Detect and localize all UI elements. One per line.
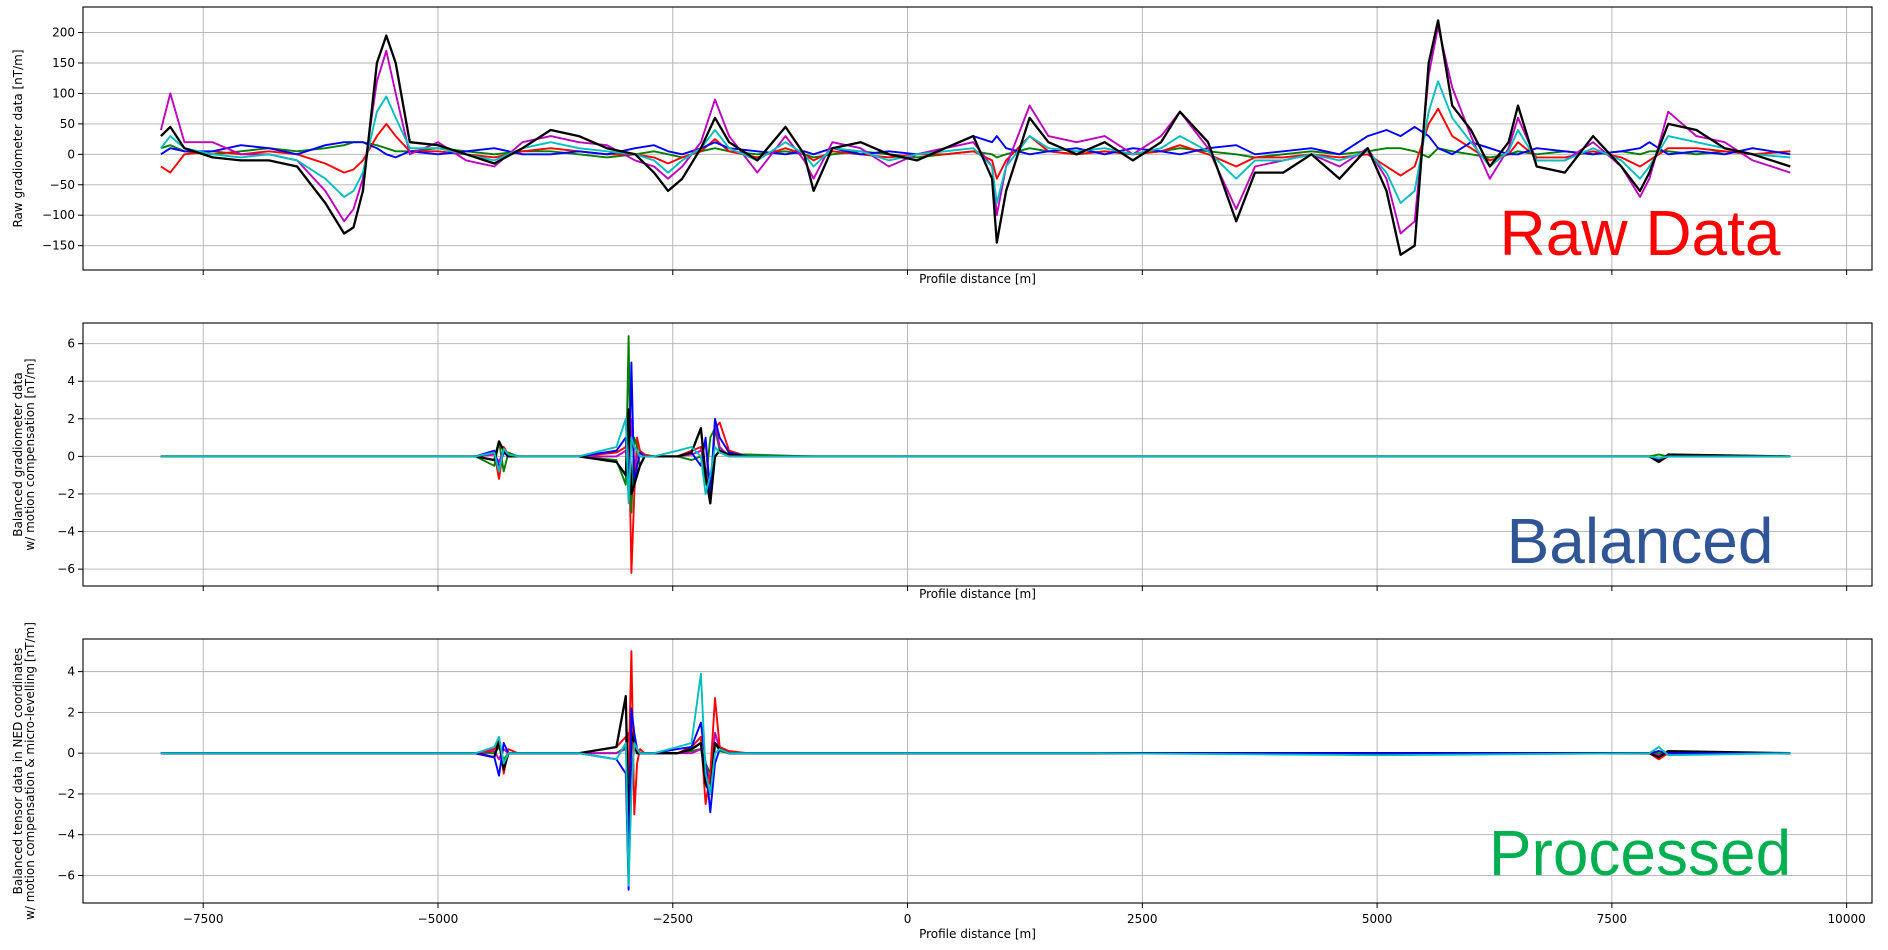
- x-tick-label: 0: [904, 912, 912, 926]
- series-line: [160, 19, 1791, 256]
- series-line: [160, 335, 1791, 514]
- y-tick-label: −4: [57, 828, 75, 842]
- series-line: [160, 731, 1791, 785]
- x-tick-label: −7500: [183, 912, 224, 926]
- panel: −150 −100 −50 0 50 100 150 200 Profile distance …: [11, 6, 1873, 286]
- annotation: Processed: [1489, 817, 1791, 889]
- series-line: [160, 361, 1791, 495]
- y-tick-label: 0: [67, 147, 75, 161]
- series-line: [159, 25, 1791, 235]
- y-axis-label: Balanced tensor data in NED coordinates: [11, 648, 25, 895]
- x-tick-label: 5000: [1362, 912, 1393, 926]
- y-tick-label: 4: [67, 665, 75, 679]
- x-tick-label: 2500: [1127, 912, 1158, 926]
- series-line: [160, 417, 1791, 505]
- series-line: [160, 650, 1791, 816]
- y-tick-label: −6: [57, 562, 75, 576]
- series-group: [160, 650, 1791, 891]
- y-tick-label: −50: [50, 178, 75, 192]
- y-tick-label: 150: [52, 56, 75, 70]
- panel: −6 −4 −2 0 2 4 6 Profile distance [m] Balanced g…: [11, 322, 1873, 601]
- y-axis-label: Raw gradiometer data [nT/m]: [11, 49, 25, 227]
- annotation: Balanced: [1507, 505, 1774, 577]
- y-tick-label: −2: [57, 787, 75, 801]
- axes-frame: [82, 6, 1873, 271]
- series-group: [160, 335, 1791, 574]
- annotation: Raw Data: [1500, 197, 1781, 269]
- series-line: [160, 80, 1791, 204]
- y-tick-label: −100: [42, 208, 75, 222]
- y-tick-label: 4: [67, 374, 75, 388]
- y-axis-label: Balanced gradiometer data: [11, 372, 25, 536]
- y-tick-label: 6: [67, 337, 75, 351]
- y-tick-label: 0: [67, 746, 75, 760]
- x-axis-label: Profile distance [m]: [919, 587, 1036, 601]
- axes-frame: [82, 638, 1873, 904]
- y-tick-label: 200: [52, 26, 75, 40]
- x-tick-label: −2500: [652, 912, 693, 926]
- x-axis-label: Profile distance [m]: [919, 927, 1036, 941]
- series-line: [160, 672, 1791, 887]
- y-tick-label: −6: [57, 868, 75, 882]
- x-tick-label: −5000: [418, 912, 459, 926]
- y-tick-label: 2: [67, 705, 75, 719]
- y-tick-label: −2: [57, 487, 75, 501]
- series-line: [160, 417, 1791, 505]
- y-tick-label: 50: [60, 117, 75, 131]
- x-axis-label: Profile distance [m]: [919, 272, 1036, 286]
- series-line: [160, 721, 1791, 795]
- y-axis-label: w/ motion compensation [nT/m]: [23, 358, 37, 550]
- y-tick-label: 2: [67, 412, 75, 426]
- y-tick-label: 100: [52, 86, 75, 100]
- series-line: [160, 694, 1791, 836]
- y-axis-label: w/ motion compensation & micro-levelling…: [23, 622, 37, 920]
- x-tick-label: 7500: [1597, 912, 1628, 926]
- series-group: [159, 19, 1791, 256]
- panel: −7500 −5000 −2500 0 2500 5000 7500 10000 −6 −4 −2 0…: [11, 622, 1873, 941]
- axes-frame: [82, 322, 1873, 587]
- y-tick-label: −4: [57, 525, 75, 539]
- x-tick-label: 10000: [1828, 912, 1866, 926]
- y-tick-label: −150: [42, 239, 75, 253]
- y-tick-label: 0: [67, 449, 75, 463]
